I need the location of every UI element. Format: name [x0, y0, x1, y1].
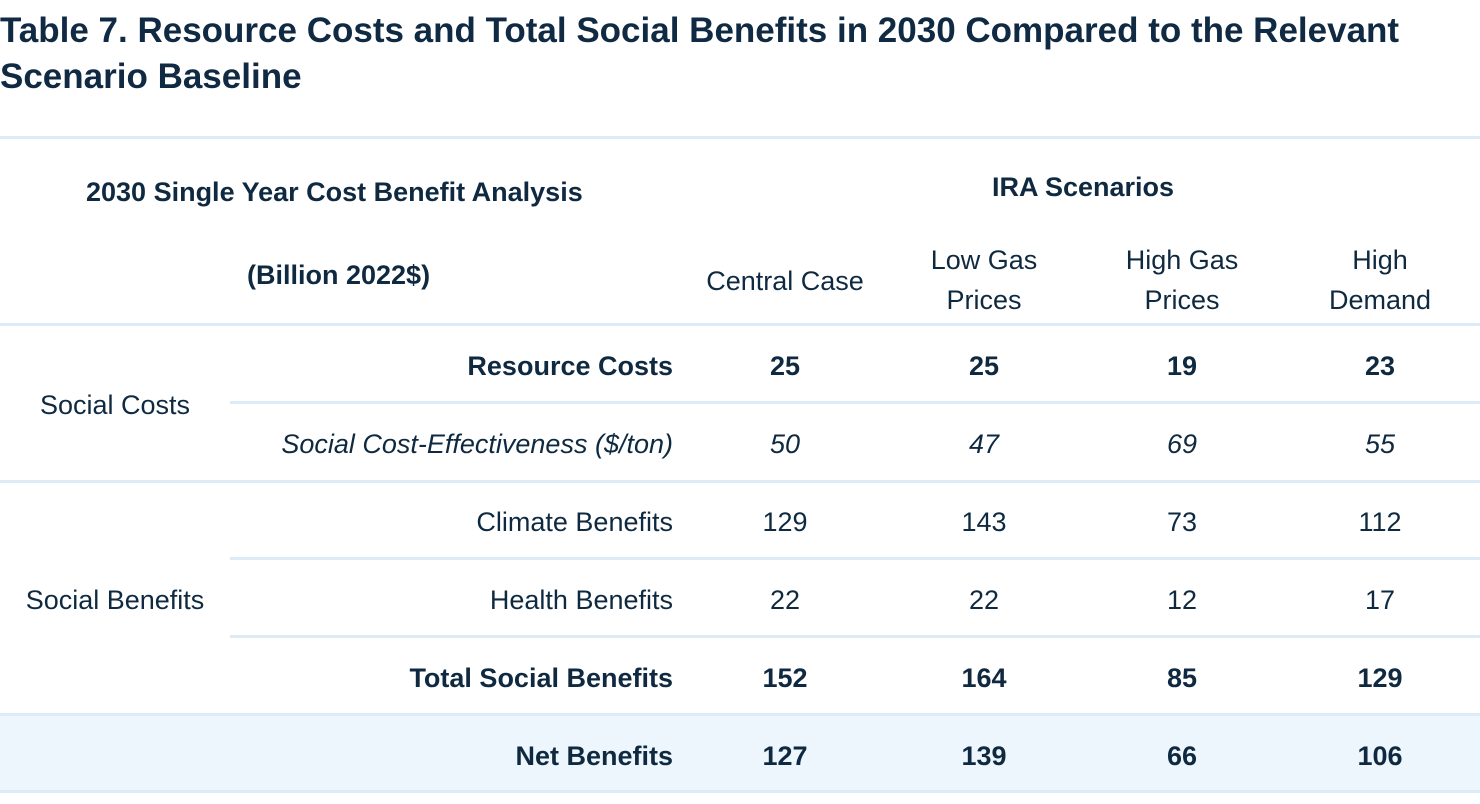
column-header-line: High — [1352, 245, 1408, 275]
table-cell: 50 — [769, 429, 801, 459]
row-label: Climate Benefits — [476, 507, 673, 537]
table-cell: 17 — [1364, 585, 1396, 615]
table-cell: 22 — [769, 585, 801, 615]
column-header-line: Low Gas — [930, 245, 1038, 275]
table-cell: 22 — [968, 585, 1000, 615]
column-header-line: Central Case — [706, 266, 864, 296]
table-cell: 85 — [1166, 663, 1198, 693]
row-label: Social Cost-Effectiveness ($/ton) — [281, 429, 673, 459]
net-benefits-row-background — [0, 716, 1480, 791]
table-cell: 19 — [1166, 351, 1198, 381]
table-cell: 47 — [968, 429, 1000, 459]
row-divider — [230, 557, 1480, 560]
table-bottom-rule — [0, 790, 1480, 793]
table-cell: 127 — [762, 741, 808, 771]
column-header-low-gas-prices: Low Gas Prices — [885, 240, 1083, 320]
units-label: (Billion 2022$) — [247, 260, 431, 290]
scenarios-group-header: IRA Scenarios — [991, 172, 1175, 202]
column-header-high-demand: High Demand — [1281, 240, 1479, 320]
column-header-high-gas-prices: High Gas Prices — [1083, 240, 1281, 320]
row-label: Total Social Benefits — [409, 663, 673, 693]
row-divider — [230, 401, 1480, 404]
column-header-line: Demand — [1328, 285, 1432, 315]
header-bottom-rule — [0, 323, 1480, 326]
table-cell: 129 — [1357, 663, 1403, 693]
row-label: Net Benefits — [515, 741, 673, 771]
column-header-line: High Gas — [1125, 245, 1239, 275]
table-cell: 55 — [1364, 429, 1396, 459]
table-cell: 12 — [1166, 585, 1198, 615]
column-header-line: Prices — [1144, 285, 1220, 315]
table-cell: 143 — [961, 507, 1007, 537]
table-cell: 139 — [961, 741, 1007, 771]
row-divider — [230, 635, 1480, 638]
table-cell: 25 — [968, 351, 1000, 381]
row-label: Resource Costs — [467, 351, 673, 381]
column-header-line: Prices — [946, 285, 1022, 315]
analysis-title: 2030 Single Year Cost Benefit Analysis — [86, 177, 583, 207]
table-cell: 106 — [1357, 741, 1403, 771]
table-cell: 152 — [762, 663, 808, 693]
table-cell: 25 — [769, 351, 801, 381]
table-cell: 23 — [1364, 351, 1396, 381]
table-cell: 73 — [1166, 507, 1198, 537]
table-cell: 164 — [961, 663, 1007, 693]
table-cell: 66 — [1166, 741, 1198, 771]
net-benefits-top-rule — [0, 713, 1480, 716]
group-label-social-benefits: Social Benefits — [25, 585, 205, 615]
table-cell: 129 — [762, 507, 808, 537]
table-top-rule — [0, 136, 1480, 139]
group-label-social-costs: Social Costs — [39, 390, 191, 420]
table-cell: 69 — [1166, 429, 1198, 459]
table-cell: 112 — [1358, 507, 1402, 537]
group-divider — [0, 480, 1480, 483]
row-label: Health Benefits — [489, 585, 673, 615]
table-title: Table 7. Resource Costs and Total Social… — [0, 11, 1400, 96]
column-header-central-case: Central Case — [686, 261, 884, 301]
